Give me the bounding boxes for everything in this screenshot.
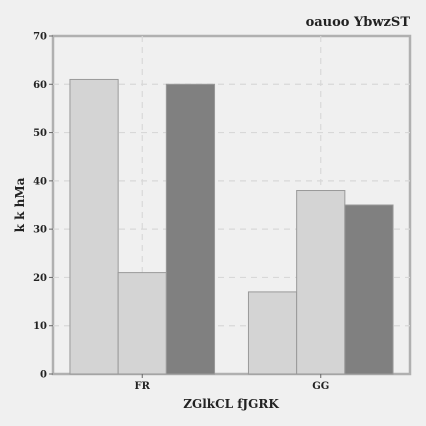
y-tick-label: 70 [33, 32, 47, 43]
bars [69, 78, 394, 375]
x-axis-label: ZGlkCL fJGRK [183, 397, 279, 411]
bar [296, 190, 346, 375]
y-tick-label: 50 [33, 128, 47, 139]
chart-title: oauoo YbwzST [306, 15, 411, 30]
y-tick-label: 40 [33, 176, 47, 187]
y-tick-label: 0 [40, 370, 47, 381]
bar [165, 83, 216, 375]
x-axis-ticks: FR GG [135, 374, 329, 392]
bar [69, 78, 119, 375]
bar [247, 291, 298, 375]
x-tick-label: GG [312, 381, 329, 392]
y-tick-label: 10 [33, 321, 47, 332]
y-tick-label: 60 [33, 80, 47, 91]
bar [117, 272, 167, 375]
x-tick-label: FR [135, 381, 151, 392]
bar [344, 204, 394, 375]
y-axis-ticks: 0 10 20 30 40 50 60 70 [33, 32, 53, 381]
y-tick-label: 30 [33, 225, 47, 236]
y-axis-label: k k hMa [13, 177, 27, 232]
y-tick-label: 20 [33, 273, 47, 284]
